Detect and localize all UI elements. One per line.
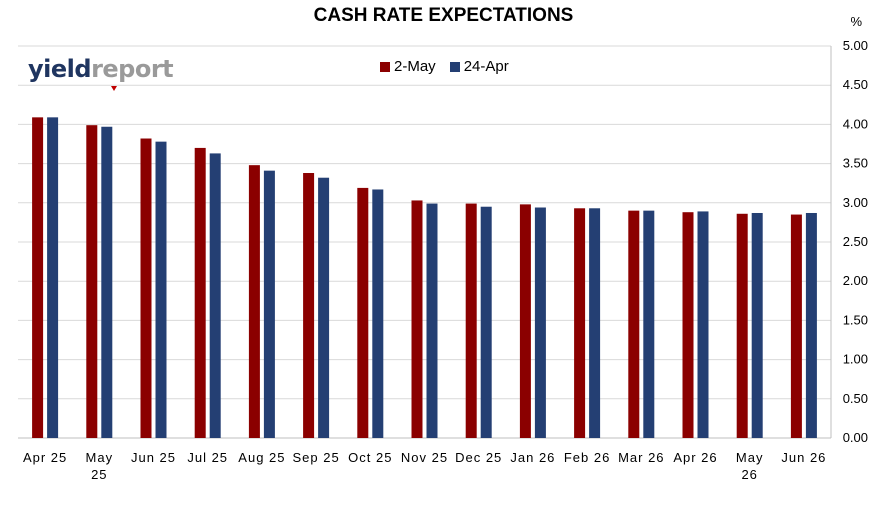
bar-2-may-feb-26: [574, 208, 586, 438]
y-axis-unit: %: [850, 14, 862, 29]
x-tick-label: Feb 26: [564, 450, 610, 465]
x-tick-label: 25: [91, 467, 107, 482]
y-tick-label: 1.00: [843, 352, 868, 367]
bar-2-may-dec-25: [465, 203, 477, 438]
x-tick-label: May: [736, 450, 764, 465]
bar-2-may-may-25: [86, 125, 98, 439]
x-tick-label: Dec 25: [455, 450, 502, 465]
bar-2-may-jul-25: [194, 147, 206, 439]
bar-2-may-jun-26: [790, 214, 802, 438]
logo-text-report: report: [91, 55, 174, 83]
y-tick-label: 2.50: [843, 234, 868, 249]
bar-24-apr-apr-25: [47, 117, 59, 439]
bar-24-apr-feb-26: [589, 208, 601, 438]
x-tick-label: 26: [741, 467, 757, 482]
y-tick-label: 2.00: [843, 273, 868, 288]
bar-24-apr-sep-25: [318, 177, 330, 438]
bar-2-may-apr-25: [32, 117, 44, 439]
x-tick-label: Mar 26: [618, 450, 664, 465]
y-tick-label: 0.00: [843, 430, 868, 445]
bar-2-may-apr-26: [682, 212, 694, 438]
bar-24-apr-apr-26: [697, 211, 709, 438]
y-tick-label: 1.50: [843, 312, 868, 327]
y-tick-label: 0.50: [843, 391, 868, 406]
bar-2-may-nov-25: [411, 200, 423, 438]
x-tick-label: Jun 26: [781, 450, 826, 465]
bar-24-apr-nov-25: [426, 203, 438, 438]
bar-2-may-oct-25: [357, 187, 369, 438]
x-tick-label: Apr 26: [673, 450, 717, 465]
bar-2-may-jan-26: [519, 204, 531, 438]
legend-item-series-1: 2-May: [380, 58, 436, 75]
chart-title: CASH RATE EXPECTATIONS: [313, 5, 574, 26]
bar-24-apr-dec-25: [480, 206, 492, 438]
y-tick-label: 3.00: [843, 195, 868, 210]
x-tick-label: Oct 25: [348, 450, 392, 465]
bar-24-apr-oct-25: [372, 189, 384, 438]
bar-24-apr-aug-25: [263, 170, 275, 438]
legend: 2-May 24-Apr: [380, 58, 523, 75]
bar-2-may-mar-26: [628, 210, 640, 438]
bar-24-apr-jan-26: [534, 207, 546, 438]
bar-2-may-may-26: [736, 213, 748, 438]
logo-text-yield: yield: [28, 55, 92, 83]
bar-24-apr-jul-25: [209, 153, 221, 438]
yieldreport-logo: yieldreport: [28, 55, 174, 83]
legend-item-series-2: 24-Apr: [449, 58, 509, 75]
x-tick-label: Aug 25: [238, 450, 285, 465]
legend-swatch-series-1: [380, 61, 390, 72]
bar-2-may-aug-25: [248, 165, 260, 438]
bar-24-apr-jun-26: [805, 212, 817, 438]
x-tick-label: Jun 25: [131, 450, 176, 465]
y-tick-label: 4.50: [843, 77, 868, 92]
x-tick-label: Nov 25: [401, 450, 448, 465]
bar-24-apr-mar-26: [643, 210, 655, 438]
logo-arrow-icon: [111, 86, 117, 91]
y-tick-label: 4.00: [843, 116, 868, 131]
bar-24-apr-may-26: [751, 212, 763, 438]
x-tick-label: Jan 26: [510, 450, 555, 465]
bar-2-may-jun-25: [140, 138, 152, 438]
bar-24-apr-may-25: [101, 126, 113, 438]
y-tick-label: 3.50: [843, 156, 868, 171]
y-tick-label: 5.00: [843, 38, 868, 53]
legend-swatch-series-2: [449, 61, 460, 72]
bar-24-apr-jun-25: [155, 141, 167, 438]
x-tick-label: May: [86, 450, 114, 465]
x-tick-label: Jul 25: [187, 450, 228, 465]
bar-2-may-sep-25: [303, 173, 315, 438]
legend-label-series-1: 2-May: [394, 58, 436, 75]
x-tick-label: Apr 25: [23, 450, 67, 465]
x-tick-label: Sep 25: [292, 450, 339, 465]
legend-label-series-2: 24-Apr: [463, 58, 509, 75]
